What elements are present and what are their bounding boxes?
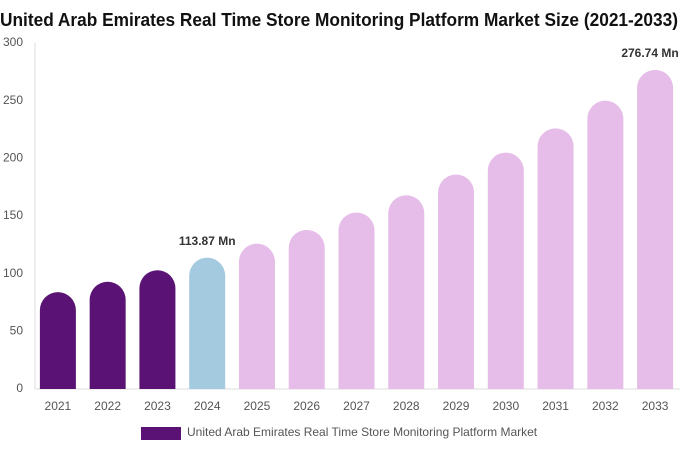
bar (139, 270, 176, 389)
y-tick-label: 150 (3, 208, 23, 222)
bar (288, 229, 325, 389)
bar (388, 195, 425, 389)
legend-swatch (141, 427, 181, 440)
y-tick-label: 100 (3, 266, 23, 280)
bar (189, 257, 226, 389)
y-tick-label: 250 (3, 93, 23, 107)
x-tick-label: 2028 (393, 399, 420, 413)
value-label: 113.87 Mn (179, 234, 236, 248)
x-tick-label: 2022 (94, 399, 121, 413)
bar (39, 292, 76, 389)
x-tick-label: 2032 (592, 399, 619, 413)
bar (487, 152, 524, 389)
bar (89, 281, 126, 389)
y-tick-label: 0 (16, 381, 23, 395)
x-tick-label: 2027 (343, 399, 370, 413)
bar (637, 69, 674, 389)
bar (238, 243, 275, 389)
y-tick-label: 300 (3, 35, 23, 49)
x-tick-label: 2025 (244, 399, 271, 413)
value-label: 276.74 Mn (621, 46, 678, 60)
x-tick-label: 2024 (194, 399, 221, 413)
x-tick-label: 2033 (642, 399, 669, 413)
x-tick-label: 2023 (144, 399, 171, 413)
y-tick-label: 200 (3, 151, 23, 165)
bar (537, 128, 574, 389)
y-tick-label: 50 (10, 324, 24, 338)
x-tick-label: 2030 (492, 399, 519, 413)
legend-label: United Arab Emirates Real Time Store Mon… (187, 425, 538, 439)
x-tick-label: 2029 (443, 399, 470, 413)
bar (438, 174, 475, 389)
chart-title: United Arab Emirates Real Time Store Mon… (0, 10, 678, 30)
x-tick-label: 2026 (293, 399, 320, 413)
bar (338, 212, 375, 389)
x-tick-label: 2031 (542, 399, 569, 413)
x-tick-label: 2021 (45, 399, 72, 413)
bar (587, 100, 624, 389)
